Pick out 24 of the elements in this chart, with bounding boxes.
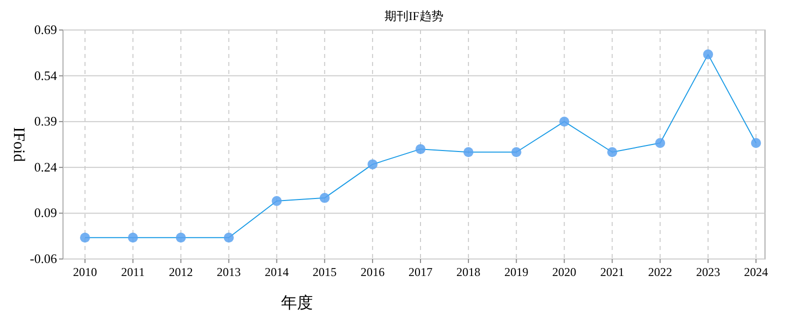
x-tick-label: 2020 (552, 265, 576, 279)
x-tick-label: 2012 (168, 265, 193, 279)
x-tick-label: 2015 (312, 265, 337, 279)
y-axis-title: IFoid (10, 127, 27, 162)
y-tick-label: 0.69 (34, 22, 57, 37)
y-tick-label: 0.24 (34, 159, 58, 174)
x-tick-label: 2018 (456, 265, 480, 279)
x-tick-label: 2017 (408, 265, 432, 279)
x-tick-label: 2016 (360, 265, 385, 279)
x-tick-label: 2010 (73, 265, 97, 279)
x-tick-label: 2019 (504, 265, 528, 279)
y-tick-label: -0.06 (30, 251, 58, 266)
x-tick-label: 2013 (216, 265, 241, 279)
x-tick-label: 2021 (600, 265, 624, 279)
x-tick-label: 2022 (648, 265, 672, 279)
x-tick-label: 2011 (121, 265, 145, 279)
x-tick-label: 2023 (696, 265, 720, 279)
y-tick-label: 0.39 (34, 114, 57, 129)
chart-title: 期刊IF趋势 (384, 9, 444, 23)
y-tick-label: 0.54 (34, 68, 58, 83)
x-axis-title: 年度 (281, 294, 313, 312)
x-tick-label: 2014 (264, 265, 289, 279)
y-tick-label: 0.09 (34, 205, 57, 220)
x-tick-label: 2024 (744, 265, 768, 279)
